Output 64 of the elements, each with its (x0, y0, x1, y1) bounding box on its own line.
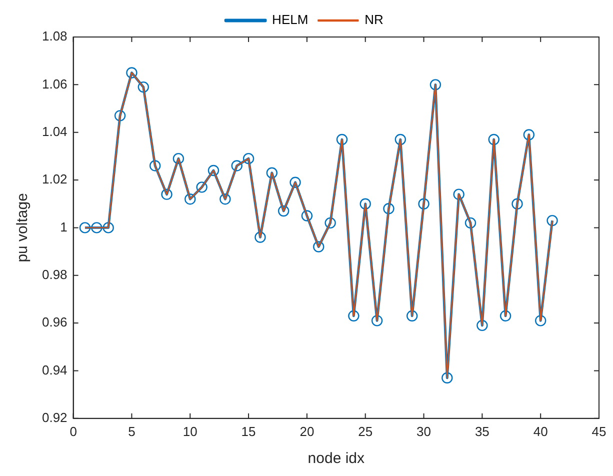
point (394, 134, 406, 146)
y-tick-label: 1.08 (42, 28, 68, 44)
point (290, 176, 301, 188)
x-tick-label: 15 (241, 424, 256, 439)
legend-label: NR (364, 12, 384, 28)
point (242, 152, 254, 164)
point (500, 310, 512, 322)
point (102, 222, 114, 234)
x-tick-label: 35 (474, 424, 490, 439)
x-tick-label: 40 (533, 424, 548, 439)
point (172, 152, 184, 164)
x-tick-label: 45 (592, 424, 606, 439)
x-tick-label: 30 (416, 424, 431, 439)
y-tick-label: 0.98 (42, 266, 68, 282)
x-tick-label: 5 (128, 424, 136, 439)
y-tick-label: 0.94 (42, 362, 68, 378)
y-axis-title: pu voltage (14, 193, 32, 262)
point (336, 134, 348, 146)
point (430, 79, 442, 90)
point (138, 81, 149, 93)
point (453, 188, 464, 200)
y-tick-label: 1.06 (42, 76, 68, 92)
x-tick-label: 0 (70, 424, 77, 439)
point (348, 310, 360, 322)
point (523, 129, 535, 140)
point (442, 372, 453, 384)
point (208, 164, 220, 176)
point (184, 193, 196, 205)
point (220, 193, 231, 205)
point (161, 188, 172, 200)
y-tick-label: 0.96 (42, 314, 68, 330)
point (546, 214, 558, 226)
point (266, 167, 278, 178)
point (406, 310, 418, 322)
point (79, 222, 91, 234)
legend-label: HELM (272, 12, 308, 28)
point (383, 203, 394, 214)
point (126, 67, 138, 78)
point (313, 241, 324, 252)
point (324, 217, 336, 229)
point (464, 217, 476, 229)
y-tick-label: 0.92 (42, 410, 68, 425)
point (114, 110, 126, 122)
y-tick-label: 1.02 (42, 172, 68, 187)
point (254, 232, 266, 243)
point (360, 198, 371, 210)
point (418, 198, 430, 210)
point (91, 222, 102, 234)
x-axis-title: node idx (308, 450, 366, 468)
x-tick-label: 25 (358, 424, 373, 439)
point (476, 320, 488, 332)
x-tick-label: 20 (300, 424, 314, 439)
point (488, 134, 500, 146)
point (231, 160, 242, 172)
y-tick-label: 1 (60, 219, 68, 234)
y-tick-label: 1.04 (42, 124, 68, 139)
point (196, 182, 208, 193)
point (278, 205, 290, 217)
x-tick-label: 10 (182, 424, 198, 439)
point (371, 315, 383, 326)
point (512, 198, 523, 210)
point (149, 160, 161, 172)
point (301, 210, 313, 222)
point (534, 315, 546, 326)
